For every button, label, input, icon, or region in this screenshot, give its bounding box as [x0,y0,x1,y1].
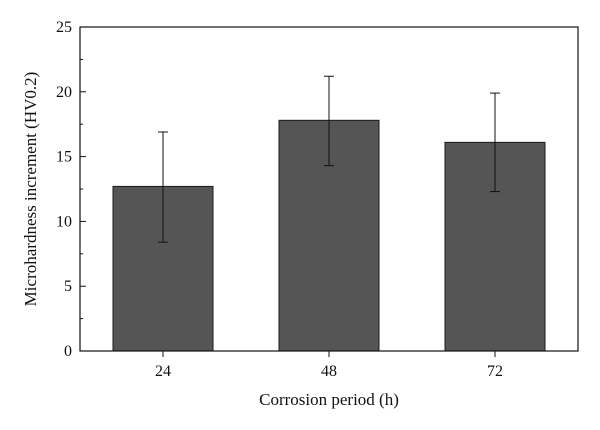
x-tick-label: 48 [321,363,337,380]
x-tick-label: 24 [155,363,171,380]
plot-frame [79,26,579,352]
y-axis-ticks: 0 5 10 15 20 25 [56,19,86,360]
x-axis-ticks: 24 48 72 [155,351,503,380]
x-tick-label: 72 [487,363,503,380]
y-tick-label: 15 [56,149,72,166]
y-tick-label: 0 [64,343,72,360]
error-bars [158,75,500,243]
y-tick-label: 20 [56,84,72,101]
y-tick-label: 10 [56,213,72,230]
y-tick-label: 25 [56,19,72,36]
y-axis-title: Microhardness increment (HV0.2) [21,72,40,307]
y-tick-label: 5 [64,278,72,295]
x-axis-title: Corrosion period (h) [259,390,399,409]
